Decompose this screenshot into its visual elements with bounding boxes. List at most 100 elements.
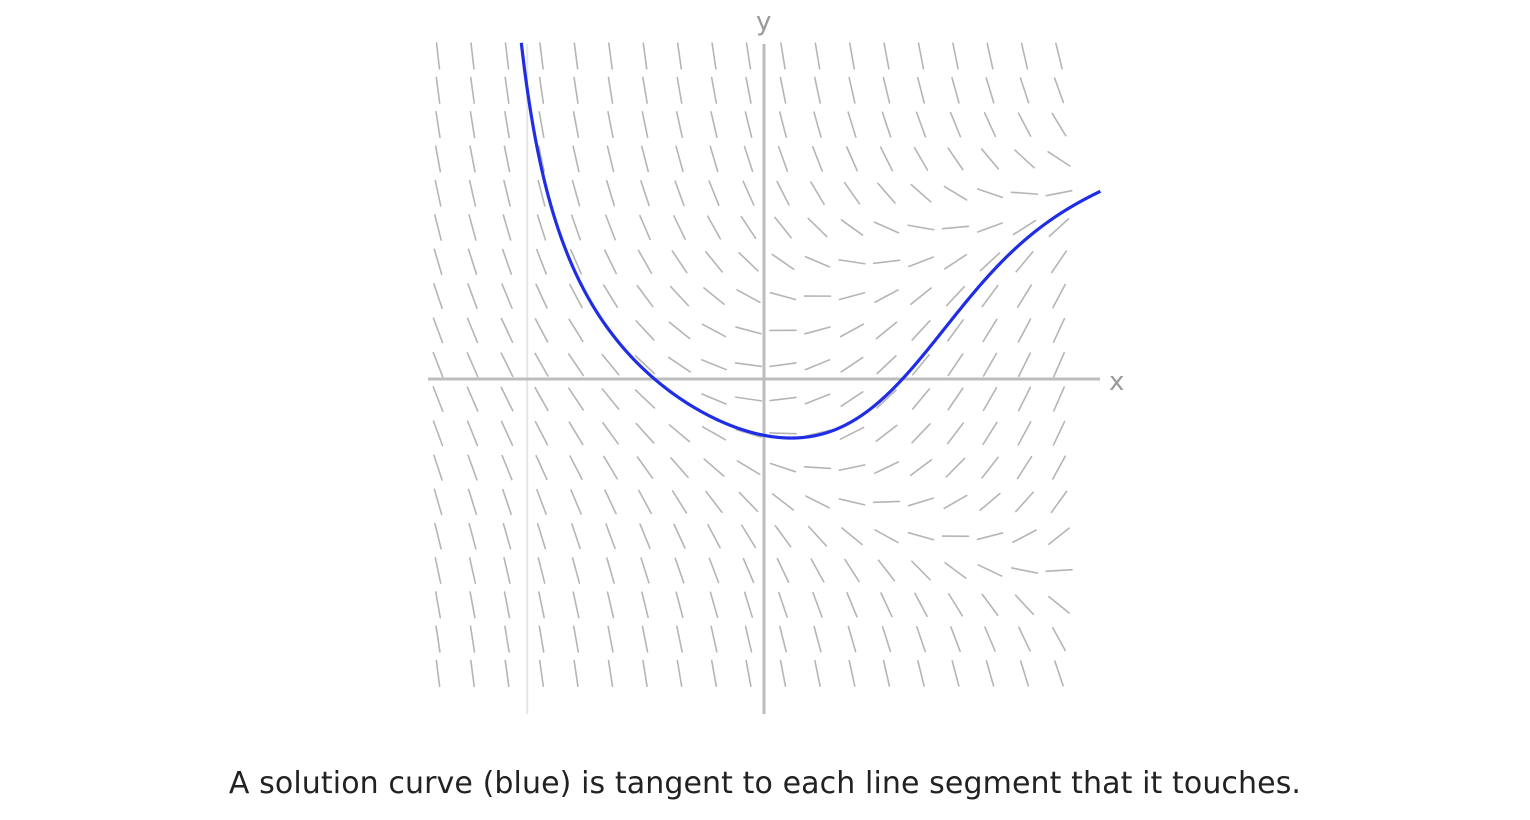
slope-segment <box>501 283 513 309</box>
slope-segment <box>838 498 866 506</box>
slope-segment <box>607 625 614 653</box>
slope-segment <box>571 557 581 584</box>
slope-segment <box>980 148 1000 170</box>
slope-segment <box>1017 112 1032 137</box>
slope-segment <box>981 593 999 617</box>
slope-segment <box>433 488 443 516</box>
slope-segment <box>947 147 964 171</box>
slope-segment <box>843 181 861 205</box>
slope-segment <box>776 180 790 206</box>
slope-segment <box>982 352 998 377</box>
slope-segment <box>911 353 931 376</box>
slope-segment <box>539 42 544 70</box>
slope-segment <box>567 353 585 377</box>
slope-segment <box>500 317 514 343</box>
slope-segment <box>1020 42 1029 70</box>
slope-segment <box>675 111 684 139</box>
slope-segment <box>874 289 899 304</box>
slope-segment <box>846 591 858 618</box>
slope-segment <box>844 558 860 583</box>
slope-segment <box>1019 77 1030 104</box>
slope-segment <box>1048 595 1070 614</box>
slope-segment <box>602 284 619 308</box>
slope-segment <box>745 42 752 70</box>
slope-segment <box>573 42 579 70</box>
slope-segment <box>1048 527 1070 546</box>
slope-segment <box>976 188 1004 199</box>
slope-segment <box>848 659 856 687</box>
slope-segment <box>709 591 719 619</box>
slope-segment <box>603 249 618 275</box>
slope-segment <box>744 625 753 653</box>
slope-segment <box>1012 219 1037 236</box>
slope-segment <box>1051 455 1067 480</box>
slope-segment <box>771 253 795 270</box>
slope-segment <box>947 353 964 377</box>
slope-segment <box>907 531 935 541</box>
slope-field-diagram: x y <box>428 7 1124 714</box>
slope-segment <box>1045 189 1073 197</box>
slope-segment <box>710 659 718 688</box>
slope-segment <box>976 222 1004 233</box>
slope-segment <box>774 524 792 548</box>
slope-segment <box>668 321 691 340</box>
slope-segment <box>872 259 901 265</box>
slope-segment <box>534 386 549 412</box>
slope-segment <box>882 659 891 687</box>
slope-segment <box>780 42 786 70</box>
slope-segment <box>669 285 690 307</box>
slope-segment <box>569 455 583 480</box>
slope-segment <box>708 180 720 207</box>
slope-segment <box>534 420 549 446</box>
slope-segment <box>1051 626 1067 652</box>
slope-segment <box>604 489 617 515</box>
slope-segment <box>671 250 688 274</box>
slope-segment <box>1055 42 1063 70</box>
slope-segment <box>813 111 822 138</box>
slope-segment <box>735 428 762 438</box>
slope-segment <box>910 287 932 306</box>
slope-segment <box>467 454 478 481</box>
slope-segment <box>1015 251 1034 273</box>
slope-segment <box>501 454 513 481</box>
slope-segment <box>607 111 614 139</box>
slope-segment <box>738 252 759 272</box>
slope-segment <box>468 522 477 550</box>
slope-segment <box>742 557 755 584</box>
slope-segment <box>467 488 478 516</box>
slope-segment <box>466 386 479 412</box>
slope-segment <box>467 283 478 310</box>
slope-segment <box>504 76 510 104</box>
slope-segment <box>952 42 959 70</box>
slope-segment <box>466 420 479 447</box>
slope-segment <box>537 557 546 584</box>
slope-segment <box>941 225 970 230</box>
slope-segment <box>838 259 866 265</box>
slope-segment <box>603 455 618 480</box>
slope-segment <box>917 42 925 70</box>
slope-segment <box>537 145 546 173</box>
slope-segment <box>916 76 926 104</box>
slope-segment <box>911 388 931 410</box>
slope-segment <box>434 591 442 619</box>
slope-segment <box>572 111 580 139</box>
slope-segment <box>607 659 614 688</box>
slope-segment <box>805 495 830 509</box>
slope-segment <box>778 111 788 138</box>
slope-segment <box>1018 626 1031 652</box>
slope-segment <box>742 180 755 206</box>
slope-segment <box>435 659 441 688</box>
slope-segment <box>1017 421 1032 446</box>
slope-segment <box>1047 151 1071 167</box>
slope-segment <box>1050 250 1068 274</box>
slope-segment <box>771 493 795 511</box>
slope-segment <box>667 356 692 373</box>
slope-segment <box>468 557 477 584</box>
slope-segment <box>504 625 510 653</box>
slope-segment <box>634 354 656 375</box>
slope-segment <box>779 659 787 687</box>
slope-segment <box>534 318 549 343</box>
slope-segment <box>977 564 1003 577</box>
slope-segment <box>503 179 511 207</box>
slope-segment <box>736 460 761 476</box>
